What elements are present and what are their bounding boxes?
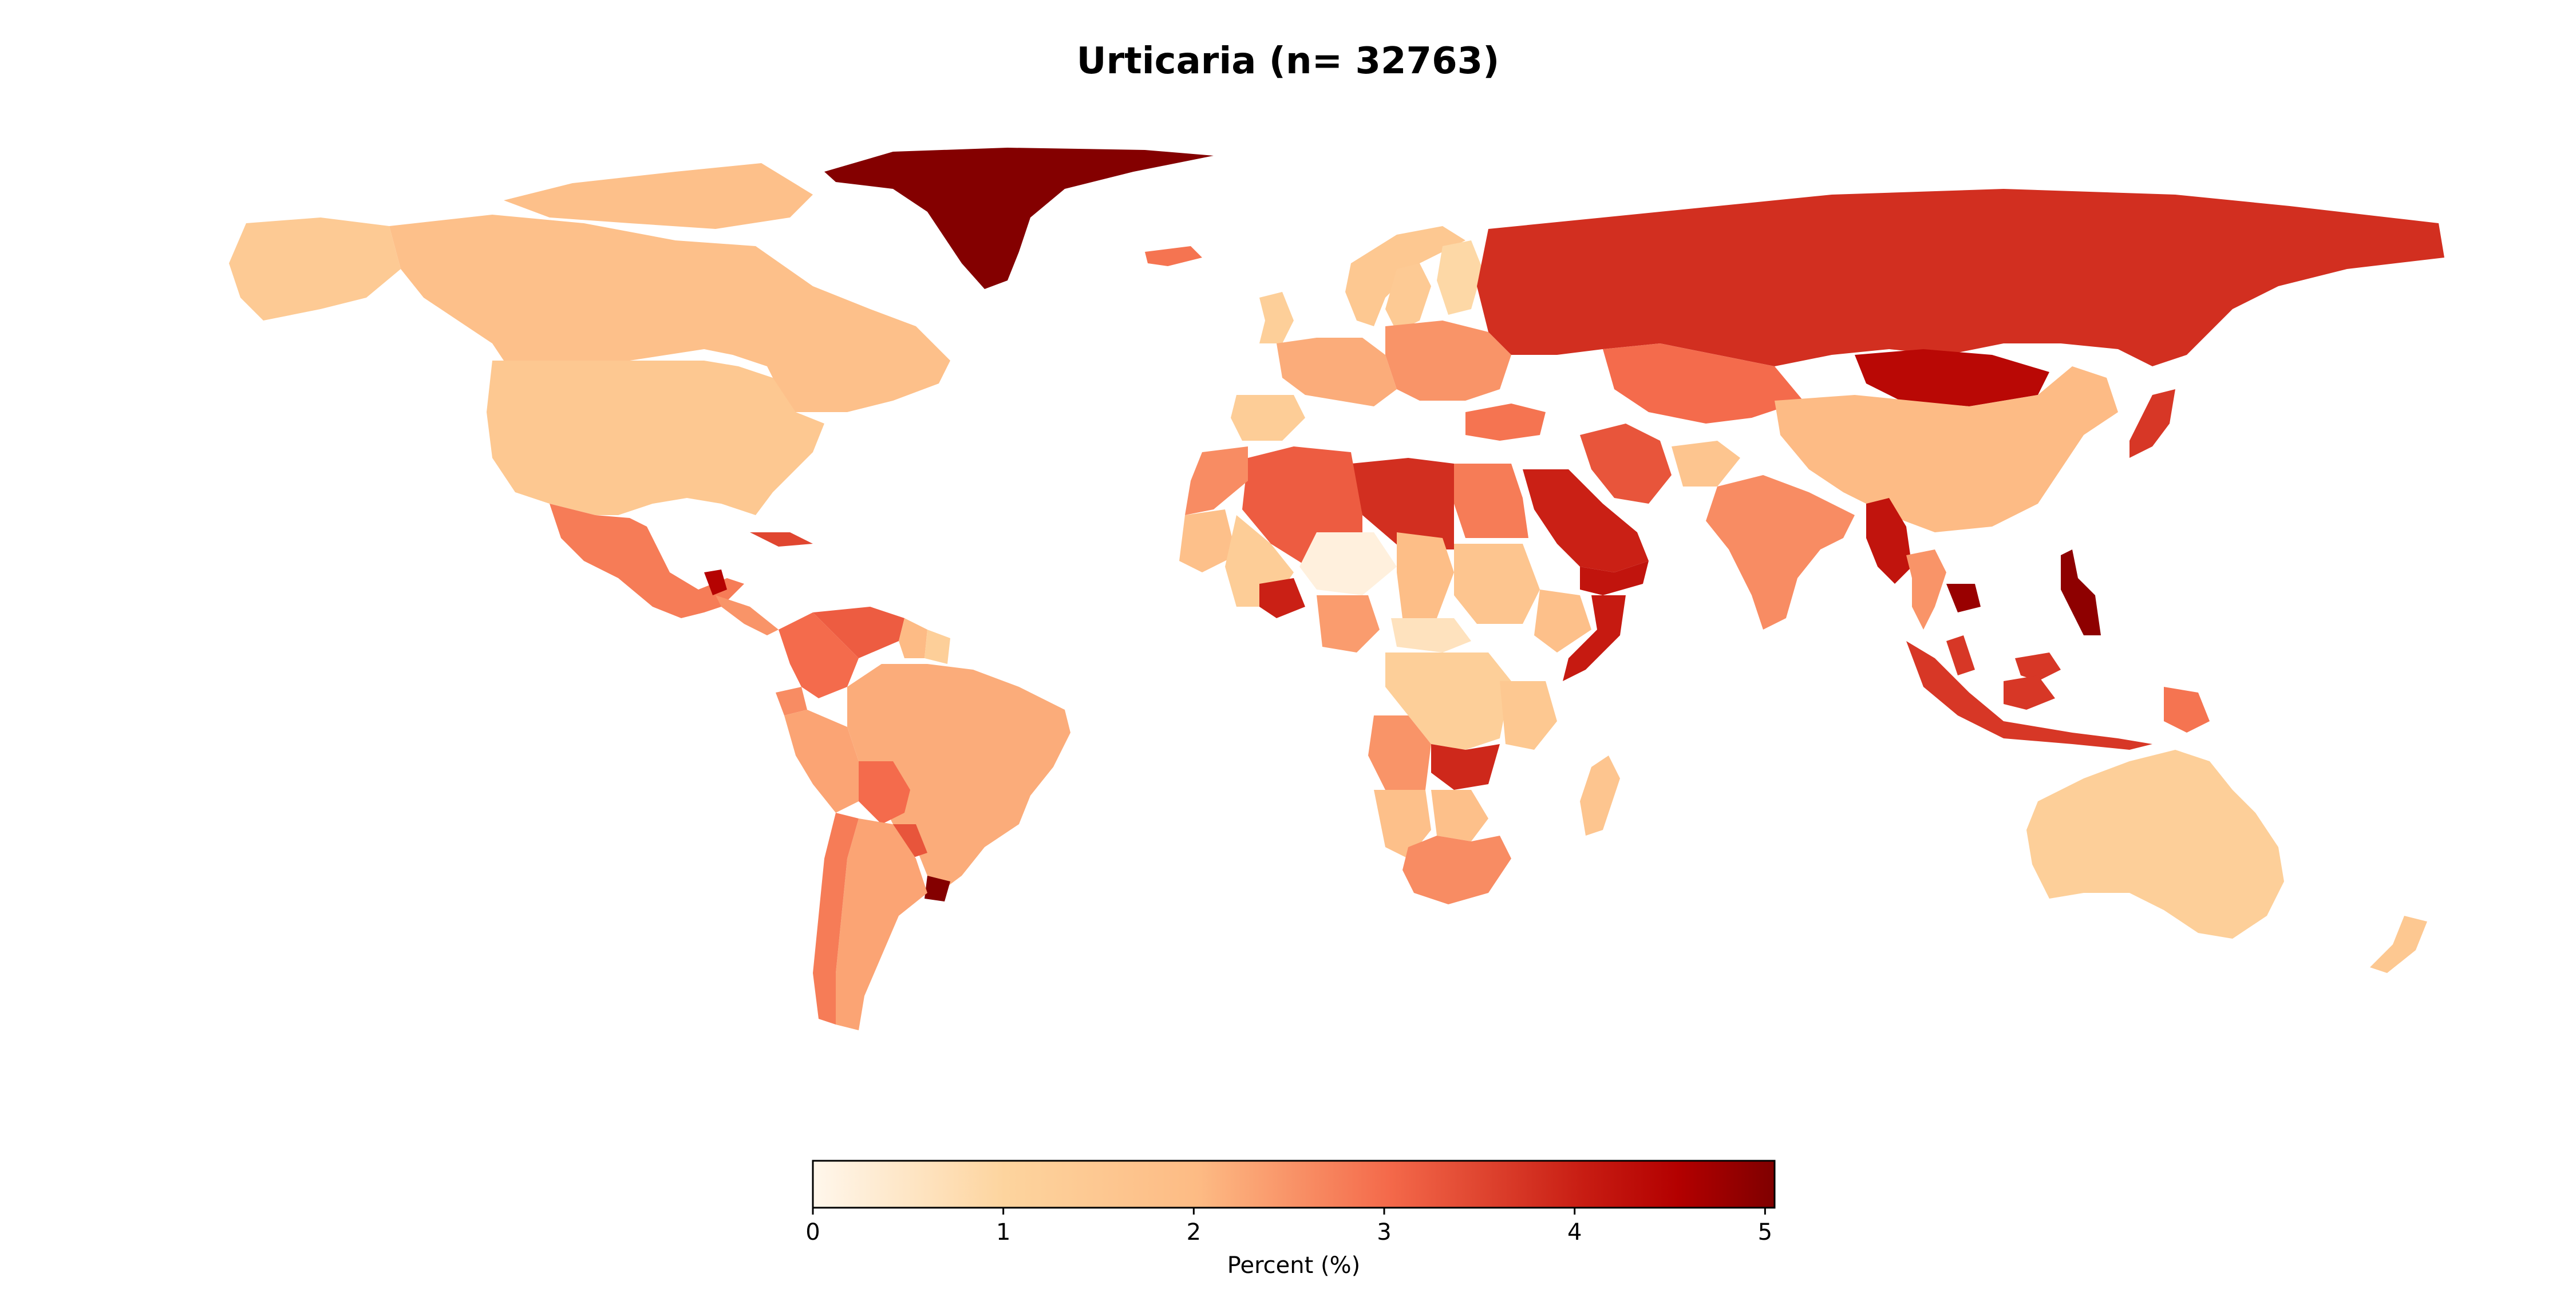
region-western-europe <box>1277 338 1397 406</box>
region-ecuador <box>776 687 807 715</box>
region-kazakhstan <box>1603 343 1803 424</box>
region-greenland <box>824 148 1214 289</box>
region-eastern-europe <box>1385 321 1511 401</box>
region-india <box>1706 475 1855 630</box>
colorbar-tick-label: 1 <box>996 1219 1010 1245</box>
region-brazil <box>847 664 1070 893</box>
region-alaska <box>229 217 401 321</box>
colorbar-label: Percent (%) <box>1227 1252 1361 1279</box>
region-guatemala <box>704 570 727 595</box>
region-cambodia <box>1946 584 1981 612</box>
colorbar-gradient <box>812 1160 1776 1209</box>
region-yemen <box>1580 561 1649 595</box>
colorbar-tick-label: 0 <box>805 1219 820 1245</box>
region-philippines <box>2061 549 2101 635</box>
map-regions <box>229 148 2444 1030</box>
region-indonesia <box>1906 641 2152 750</box>
region-central-america <box>716 595 779 635</box>
region-turkey <box>1465 404 1546 441</box>
region-iceland <box>1145 246 1202 266</box>
map-title: Urticaria (n= 32763) <box>1076 40 1500 82</box>
region-ghana <box>1259 578 1305 618</box>
region-libya <box>1351 458 1454 549</box>
region-peru <box>784 710 859 813</box>
region-sudan <box>1454 544 1540 624</box>
region-china <box>1775 366 2118 532</box>
region-mongolia <box>1855 349 2049 406</box>
region-colombia <box>779 612 859 698</box>
region-niger <box>1299 532 1397 595</box>
region-new-zealand <box>2370 916 2427 973</box>
region-mauritania <box>1179 509 1236 572</box>
region-saudi-arabia <box>1523 469 1649 572</box>
colorbar-tick-label: 3 <box>1377 1219 1391 1245</box>
region-venezuela <box>813 607 904 658</box>
region-suriname <box>924 630 950 664</box>
region-namibia <box>1374 790 1431 859</box>
colorbar-tick-label: 2 <box>1187 1219 1201 1245</box>
region-botswana <box>1431 790 1488 841</box>
region-myanmar <box>1866 498 1912 584</box>
region-egypt <box>1454 464 1528 538</box>
region-morocco <box>1185 446 1248 515</box>
region-thailand <box>1906 549 1946 630</box>
region-madagascar <box>1580 756 1620 836</box>
region-sweden <box>1385 263 1431 332</box>
region-argentina <box>836 818 927 1030</box>
colorbar-tick-label: 4 <box>1567 1219 1582 1245</box>
colorbar-tick-label: 5 <box>1758 1219 1772 1245</box>
region-russia <box>1477 189 2444 366</box>
region-afghanistan <box>1672 441 1740 487</box>
region-dr-congo <box>1385 652 1511 750</box>
region-zambia <box>1431 744 1500 790</box>
region-iran <box>1580 424 1672 504</box>
region-ethiopia <box>1534 590 1591 652</box>
region-finland <box>1437 240 1483 315</box>
region-south-africa <box>1402 836 1511 904</box>
region-united-states <box>487 361 824 515</box>
region-cuba <box>750 532 813 547</box>
region-somalia <box>1563 595 1626 681</box>
region-spain <box>1231 395 1305 441</box>
region-papua-new-guinea <box>2164 687 2210 733</box>
colorbar: 0 1 2 3 4 5 <box>805 1160 1776 1245</box>
region-guyana <box>899 618 927 658</box>
region-chad <box>1397 532 1454 618</box>
region-australia <box>2026 750 2284 939</box>
region-tanzania <box>1500 681 1557 750</box>
region-chile <box>813 813 859 1025</box>
region-mexico <box>550 504 744 618</box>
region-malaysia <box>1946 635 2061 681</box>
region-canada <box>389 163 950 412</box>
region-angola <box>1368 715 1431 790</box>
colorbar-ticks: 0 1 2 3 4 5 <box>805 1208 1772 1245</box>
region-bolivia <box>859 761 910 824</box>
region-nigeria <box>1317 595 1380 652</box>
region-central-african-republic <box>1391 618 1471 652</box>
region-uruguay <box>924 876 950 901</box>
region-united-kingdom <box>1259 292 1294 343</box>
region-japan <box>2129 389 2175 458</box>
